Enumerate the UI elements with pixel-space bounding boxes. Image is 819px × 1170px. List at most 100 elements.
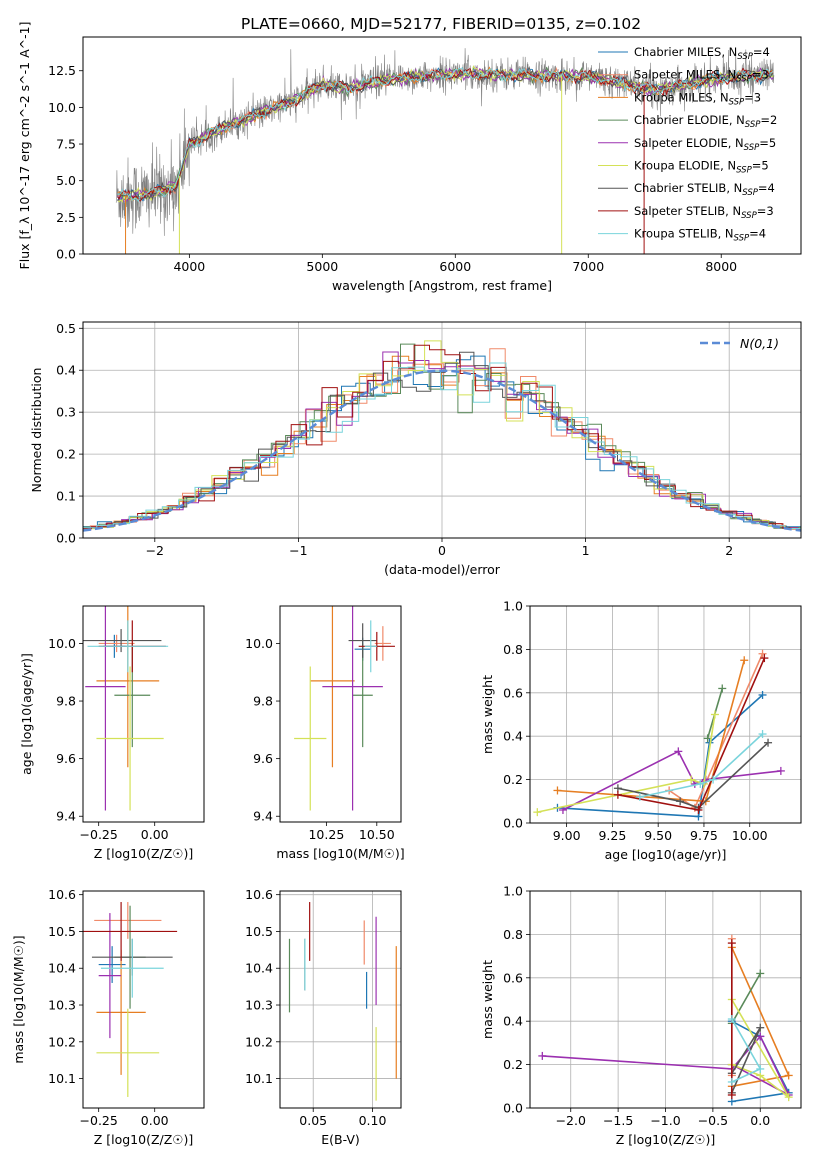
legend-text: Salpeter STELIB, N: [634, 204, 741, 218]
y-tick-label: 0.3: [56, 405, 76, 420]
y-tick-label: 0.6: [503, 970, 523, 985]
x-axis-label: age [log10(age/yr)]: [605, 847, 727, 862]
legend-text: =3: [744, 90, 761, 104]
legend-label: Salpeter ELODIE, NSSP=5: [634, 136, 776, 153]
y-tick-label: 9.6: [253, 751, 273, 766]
y-axis-label: mass [log10(M/M☉)]: [11, 935, 26, 1063]
x-axis-label: E(B-V): [321, 1132, 360, 1147]
x-tick-label: 10.50: [359, 827, 395, 842]
y-tick-label: 0.2: [503, 1057, 523, 1072]
mass-vs-metallicity-panel: −0.25 0.00 10.1 10.2 10.3 10.4 10.5 10.6 Z [log1…: [11, 887, 205, 1147]
model-spectrum-line: [117, 66, 774, 203]
x-tick-label: −1.5: [603, 1113, 633, 1128]
axes-frame: [82, 890, 205, 1109]
axes-frame: [529, 605, 802, 824]
legend-label: Kroupa MILES, NSSP=3: [634, 90, 761, 107]
x-tick-label: 10.25: [308, 827, 344, 842]
legend-text: =5: [752, 159, 769, 173]
x-tick-label: 10.00: [732, 828, 768, 843]
x-tick-label: 2: [725, 543, 733, 558]
legend-subscript: SSP: [745, 120, 761, 130]
x-tick-label: −0.25: [80, 827, 118, 842]
age-vs-metallicity-panel: −0.25 0.00 9.4 9.6 9.8 10.0 Z [log10(Z/Z☉)] age…: [19, 605, 205, 861]
y-tick-label: 0.0: [503, 1101, 523, 1116]
x-tick-label: 1: [582, 543, 590, 558]
axes-frame: [279, 890, 402, 1109]
y-tick-label: 9.4: [56, 809, 76, 824]
y-axis-label: Flux [f_λ 10^-17 erg cm^-2 s^-1 A^-1]: [17, 22, 32, 270]
y-tick-label: 9.6: [56, 751, 76, 766]
x-tick-label: 0.0: [750, 1113, 770, 1128]
legend-text: =2: [760, 113, 777, 127]
histogram-step: [83, 362, 801, 531]
x-tick-label: 9.25: [598, 828, 626, 843]
weight-series-line: [639, 733, 764, 798]
y-tick-label: 9.8: [56, 694, 76, 709]
legend-text: =4: [749, 227, 766, 241]
legend-text: =5: [759, 136, 776, 150]
legend-text: Kroupa STELIB, N: [634, 227, 734, 241]
y-tick-label: 0.8: [503, 927, 523, 942]
legend-label: Chabrier STELIB, NSSP=4: [634, 181, 775, 198]
legend-subscript: SSP: [736, 166, 752, 176]
y-tick-label: 10.0: [48, 100, 76, 115]
legend-text: =4: [758, 181, 775, 195]
y-tick-label: 0.0: [503, 816, 523, 831]
weight-series-line: [731, 999, 790, 1098]
y-tick-label: 0.0: [56, 531, 76, 546]
x-tick-label: −1: [289, 543, 307, 558]
legend-label: Salpeter STELIB, NSSP=3: [634, 204, 774, 221]
legend-text: Chabrier ELODIE, N: [634, 113, 745, 127]
legend-text: =3: [752, 68, 769, 82]
x-tick-label: 9.50: [644, 828, 672, 843]
x-axis-label: mass [log10(M/M☉)]: [276, 846, 404, 861]
y-tick-label: 10.6: [48, 887, 76, 902]
y-tick-label: 9.4: [253, 809, 273, 824]
legend-subscript: SSP: [729, 97, 745, 107]
model-spectrum-line: [117, 66, 774, 202]
mass-weight-vs-age-panel: 9.00 9.25 9.50 9.75 10.00 0.0 0.2 0.4 0.6 0.8 1.0 a…: [480, 599, 802, 862]
y-tick-label: 0.6: [503, 685, 523, 700]
x-tick-label: 0.05: [299, 1113, 327, 1128]
age-vs-mass-panel: 10.25 10.50 9.4 9.6 9.8 10.0 mass [log10(M/M☉)…: [245, 605, 405, 861]
histogram-step: [83, 351, 801, 531]
histogram-step: [83, 344, 801, 530]
x-tick-label: 5000: [306, 259, 338, 274]
y-tick-label: 9.8: [253, 694, 273, 709]
weight-series-line: [537, 714, 716, 813]
x-axis-label: Z [log10(Z/Z☉)]: [94, 1132, 194, 1147]
legend-label: Kroupa STELIB, NSSP=4: [634, 227, 766, 244]
y-tick-label: 0.0: [56, 247, 76, 262]
y-tick-label: 1.0: [503, 599, 523, 614]
legend-text: Salpeter MILES, N: [634, 68, 736, 82]
x-tick-label: 0.00: [141, 827, 169, 842]
x-tick-label: 7000: [572, 259, 604, 274]
x-tick-label: 6000: [439, 259, 471, 274]
normal-curve: [82, 369, 802, 532]
y-tick-label: 0.4: [503, 729, 523, 744]
mass-weight-vs-metallicity-panel: −2.0 −1.5 −1.0 −0.5 0.0 0.0 0.2 0.4 0.6 0.8 1.0 Z […: [480, 884, 802, 1147]
y-tick-label: 7.5: [56, 137, 76, 152]
legend-text: =3: [757, 204, 774, 218]
y-tick-label: 12.5: [48, 63, 76, 78]
x-axis-label: (data-model)/error: [384, 562, 501, 577]
y-tick-label: 10.5: [48, 924, 76, 939]
x-tick-label: 9.75: [690, 828, 718, 843]
y-tick-label: 0.8: [503, 642, 523, 657]
x-tick-label: 4000: [173, 259, 205, 274]
residual-histogram-panel: −2 −1 0 1 2 0.0 0.1 0.2 0.3 0.4 0.5 (data-model)/er…: [29, 321, 802, 577]
mass-vs-ebv-panel: 0.05 0.10 10.1 10.2 10.3 10.4 10.5 10.6 E(B-V): [245, 887, 402, 1147]
y-tick-label: 10.4: [245, 961, 273, 976]
legend-subscript: SSP: [737, 52, 753, 62]
legend-text: Chabrier STELIB, N: [634, 181, 742, 195]
legend-text: Chabrier MILES, N: [634, 45, 737, 59]
y-tick-label: 10.3: [48, 998, 76, 1013]
x-tick-label: 0: [438, 543, 446, 558]
y-tick-label: 0.1: [56, 489, 76, 504]
spectrum-panel: 4000 5000 6000 7000 8000 0.0 2.5 5.0 7.5 10.0 12.5…: [17, 22, 802, 293]
x-tick-label: 0.10: [359, 1113, 387, 1128]
y-tick-label: 10.0: [245, 636, 273, 651]
weight-series-line: [731, 973, 761, 1024]
y-tick-label: 10.6: [245, 887, 273, 902]
